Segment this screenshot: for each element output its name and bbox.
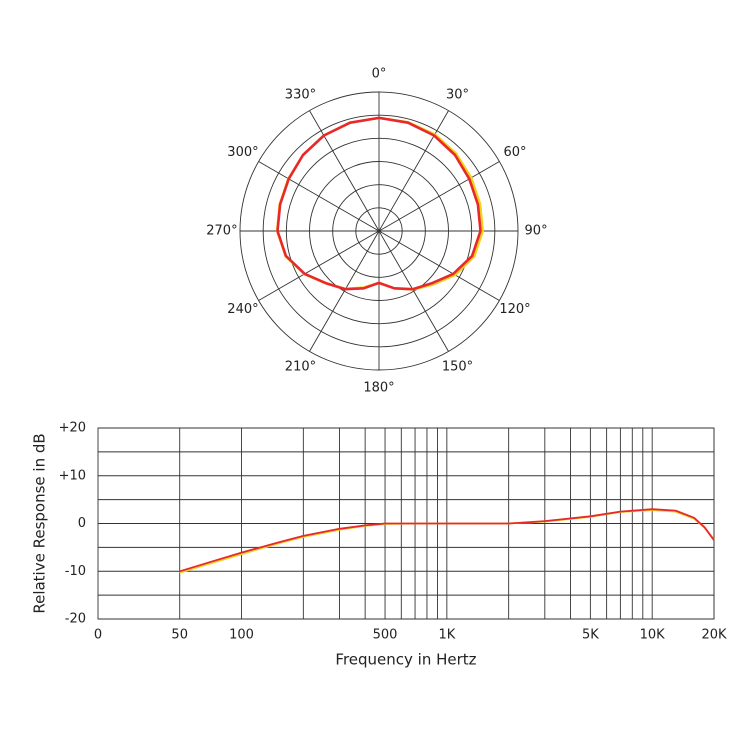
x-tick-label: 10K xyxy=(640,628,666,643)
y-axis-label: Relative Response in dB xyxy=(31,433,49,613)
x-axis-label: Frequency in Hertz xyxy=(335,651,476,669)
y-tick-label: 0 xyxy=(78,516,86,531)
x-tick-label: 5K xyxy=(582,628,599,643)
y-tick-label: -10 xyxy=(65,564,86,579)
x-tick-label: 50 xyxy=(171,628,188,643)
angle-label: 120° xyxy=(499,302,530,317)
x-tick-label: 1K xyxy=(438,628,455,643)
angle-label: 180° xyxy=(363,381,394,396)
angle-label: 270° xyxy=(206,224,237,239)
polar-spoke xyxy=(258,230,380,301)
angle-label: 300° xyxy=(227,145,258,160)
polar-pattern xyxy=(275,116,484,291)
angle-label: 60° xyxy=(504,145,527,160)
y-tick-label: +20 xyxy=(59,421,86,436)
polar-spoke xyxy=(258,161,380,232)
y-tick-label: -20 xyxy=(65,612,86,627)
x-tick-label: 500 xyxy=(373,628,398,643)
polar-spoke xyxy=(309,110,380,232)
angle-label: 0° xyxy=(372,66,387,81)
angle-label: 210° xyxy=(285,360,316,375)
x-tick-label: 100 xyxy=(229,628,254,643)
x-tick-label: 20K xyxy=(701,628,727,643)
response-line xyxy=(179,508,715,573)
polar-pattern xyxy=(276,116,482,291)
polar-spoke xyxy=(378,161,500,232)
polar-spoke xyxy=(378,230,500,301)
polar-spoke xyxy=(309,230,380,352)
angle-label: 240° xyxy=(227,302,258,317)
angle-label: 90° xyxy=(525,224,548,239)
angle-label: 30° xyxy=(446,87,469,102)
x-tick-label: 0 xyxy=(94,628,102,643)
polar-spoke xyxy=(378,230,449,352)
angle-label: 150° xyxy=(442,360,473,375)
polar-spoke xyxy=(378,110,449,232)
angle-label: 330° xyxy=(285,87,316,102)
y-tick-label: +10 xyxy=(59,468,86,483)
